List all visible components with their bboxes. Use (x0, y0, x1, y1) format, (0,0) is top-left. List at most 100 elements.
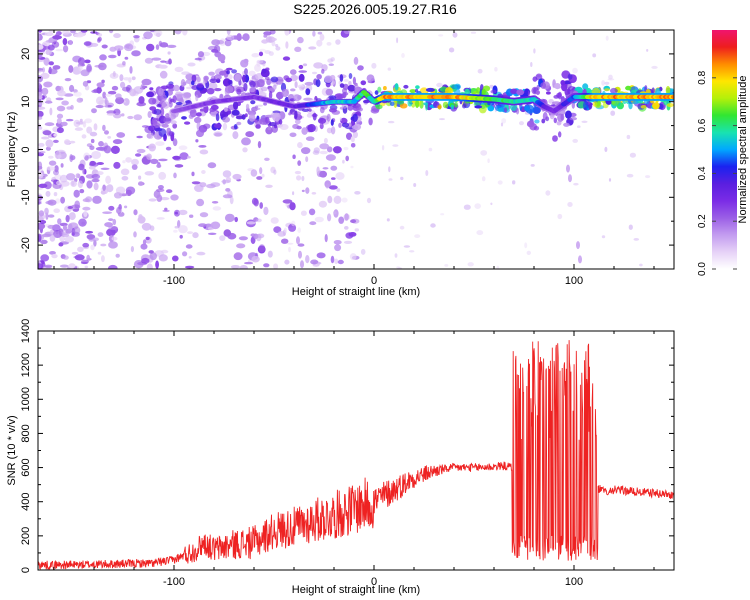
noise-cell (341, 197, 348, 203)
noise-cell (137, 216, 146, 224)
noise-cell (257, 91, 267, 96)
energy-cell (208, 71, 215, 76)
noise-cell (70, 30, 76, 34)
noise-cell (105, 93, 112, 97)
noise-cell (82, 80, 89, 87)
noise-cell (108, 241, 118, 249)
noise-cell (82, 198, 90, 203)
noise-cell (646, 49, 649, 52)
energy-cell (174, 91, 183, 99)
noise-cell (321, 68, 325, 74)
noise-cell (38, 106, 46, 110)
noise-cell (100, 243, 107, 247)
noise-cell (147, 111, 152, 118)
noise-cell (59, 264, 69, 268)
noise-cell (38, 89, 43, 92)
energy-cell (263, 102, 267, 106)
y-tick-label: 800 (20, 424, 32, 442)
noise-cell (236, 121, 242, 126)
noise-cell (115, 93, 122, 99)
noise-cell (240, 59, 249, 68)
noise-cell (48, 214, 55, 218)
noise-cell (414, 234, 421, 239)
noise-cell (316, 39, 323, 47)
y-tick-label: 0 (20, 146, 32, 152)
noise-cell (323, 137, 328, 144)
noise-cell (214, 132, 222, 137)
noise-cell (65, 118, 74, 122)
noise-cell (212, 206, 222, 211)
noise-cell (324, 234, 328, 243)
noise-cell (198, 145, 207, 148)
noise-cell (238, 236, 248, 241)
noise-cell (135, 153, 142, 157)
noise-cell (57, 155, 62, 158)
noise-cell (285, 41, 289, 49)
energy-cell (526, 120, 535, 128)
noise-cell (290, 88, 296, 92)
energy-cell (249, 86, 256, 93)
energy-cell (163, 116, 172, 124)
x-tick-label: 100 (565, 275, 583, 287)
noise-cell (95, 104, 104, 109)
energy-cell (260, 86, 268, 92)
noise-cell (256, 104, 263, 107)
noise-cell (77, 180, 84, 188)
noise-cell (79, 118, 83, 123)
noise-cell (305, 136, 315, 141)
energy-cell (234, 73, 242, 82)
energy-cell (304, 81, 314, 86)
noise-cell (101, 79, 105, 84)
noise-cell (474, 203, 482, 210)
noise-cell (182, 30, 188, 36)
energy-cell (272, 84, 277, 90)
energy-cell (652, 102, 660, 110)
energy-cell (338, 122, 342, 128)
energy-cell (233, 101, 239, 110)
y-tick-label: 1400 (20, 319, 32, 343)
energy-cell (223, 107, 228, 112)
noise-cell (179, 234, 183, 239)
energy-cell (360, 80, 367, 86)
noise-cell (331, 177, 336, 180)
noise-cell (93, 123, 98, 131)
noise-cell (480, 150, 488, 156)
noise-cell (45, 100, 52, 104)
noise-cell (115, 97, 125, 105)
noise-cell (124, 205, 128, 209)
noise-cell (269, 30, 276, 35)
noise-cell (208, 82, 218, 90)
noise-cell (222, 194, 233, 199)
noise-cell (149, 252, 157, 261)
energy-cell (567, 88, 571, 95)
noise-cell (56, 127, 64, 134)
noise-cell (45, 200, 54, 205)
noise-cell (533, 48, 536, 54)
noise-cell (131, 76, 136, 81)
noise-cell (273, 169, 277, 175)
energy-cell (213, 74, 222, 80)
noise-cell (96, 171, 104, 176)
noise-cell (108, 205, 115, 211)
energy-cell (265, 116, 270, 124)
energy-cell (357, 65, 364, 71)
energy-cell (206, 88, 215, 95)
noise-cell (306, 113, 313, 118)
noise-cell (381, 145, 385, 151)
noise-cell (93, 182, 99, 191)
noise-cell (77, 246, 84, 252)
energy-cell (565, 110, 572, 119)
energy-cell (224, 85, 234, 94)
noise-cell (298, 250, 302, 259)
energy-cell (524, 88, 529, 96)
noise-cell (198, 223, 207, 228)
noise-cell (318, 200, 327, 208)
noise-cell (263, 263, 270, 268)
noise-cell (112, 71, 116, 77)
noise-cell (251, 197, 259, 205)
energy-cell (560, 113, 565, 121)
noise-cell (42, 67, 45, 73)
noise-cell (174, 164, 184, 168)
noise-cell (48, 160, 57, 166)
noise-cell (470, 31, 477, 34)
